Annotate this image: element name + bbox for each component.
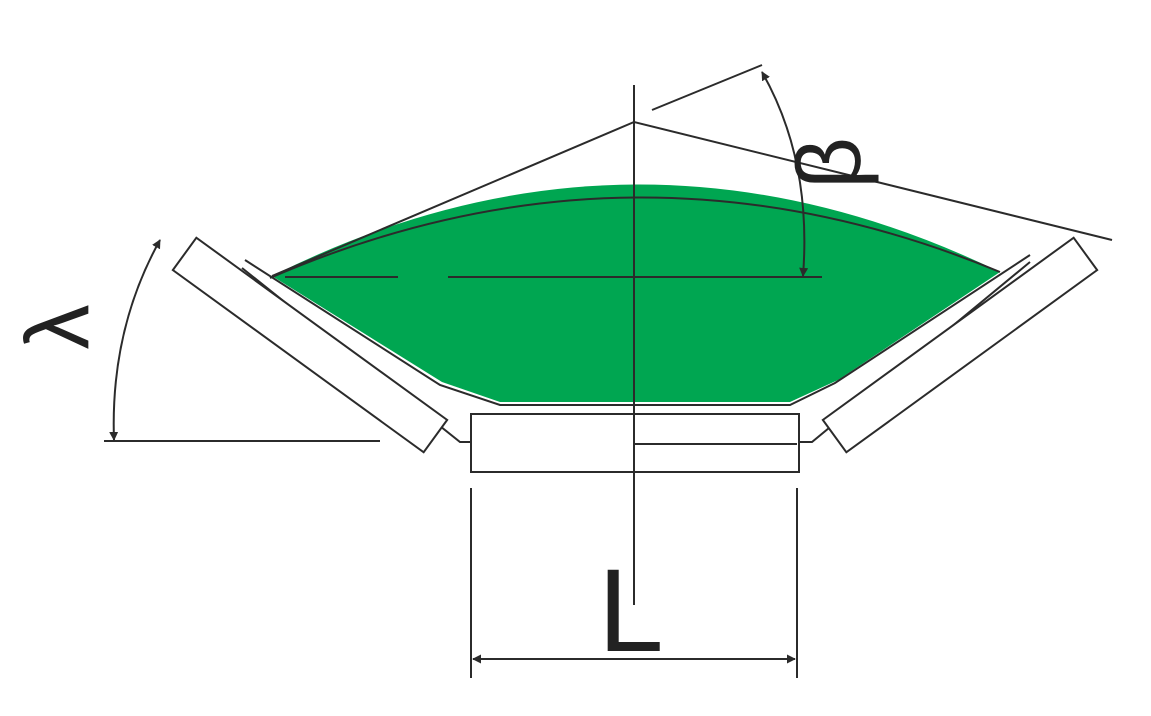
surcharge-arc <box>269 196 1001 279</box>
bulk-material-cross-section <box>272 184 1000 402</box>
belt-outline <box>244 254 1031 406</box>
beta-reference-line <box>651 64 763 111</box>
beta-dimension-arc <box>761 71 809 277</box>
width-label: L <box>598 545 664 677</box>
surcharge-line-left <box>271 121 635 277</box>
trough-angle-label: λ <box>8 304 109 350</box>
right-wing-roller <box>821 236 1099 454</box>
lambda-dimension-arc <box>109 239 161 441</box>
left-wing-roller <box>171 236 449 454</box>
surcharge-angle-label: β <box>779 137 880 189</box>
surcharge-line-right <box>633 121 1113 241</box>
